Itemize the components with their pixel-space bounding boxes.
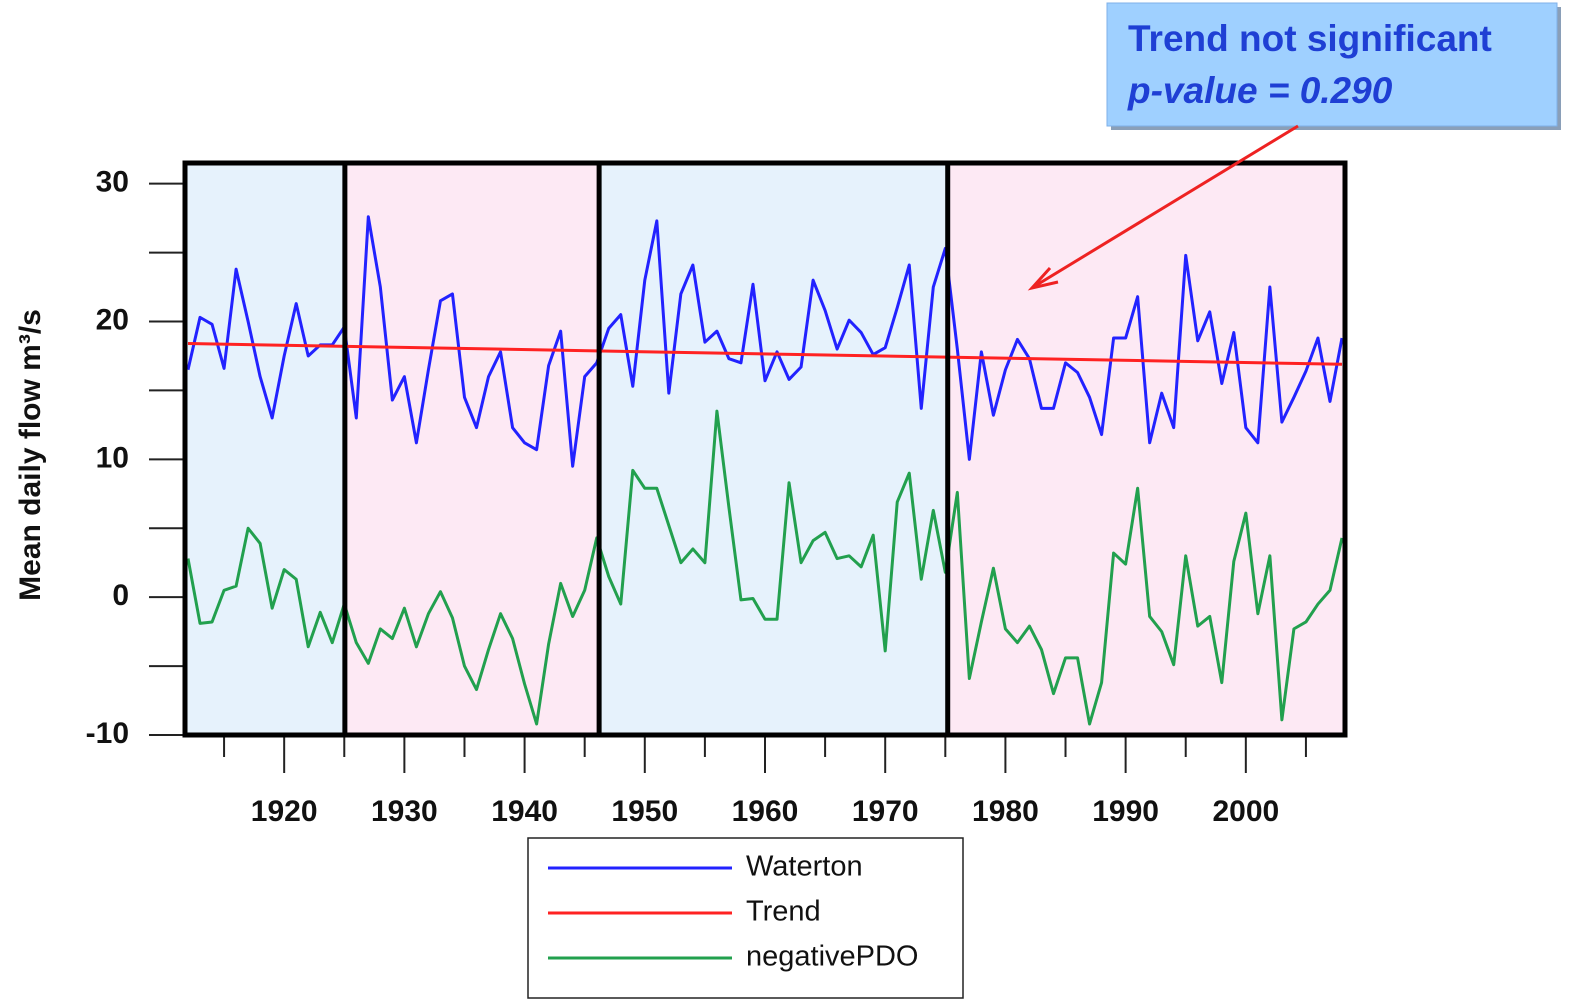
x-tick-label: 1960: [732, 795, 799, 828]
annotation-title: Trend not significant: [1128, 18, 1492, 59]
series-line: [187, 342, 1343, 366]
annotation-subtitle: p-value = 0.290: [1127, 70, 1393, 111]
period-region: [947, 163, 1345, 735]
x-tick-label: 1950: [611, 795, 678, 828]
x-tick-label: 1940: [491, 795, 558, 828]
period-region: [599, 163, 948, 735]
x-tick-label: 2000: [1212, 795, 1279, 828]
x-tick-label: 1980: [972, 795, 1039, 828]
plot-frame: [182, 160, 1348, 738]
legend-label: negativePDO: [746, 941, 919, 973]
series-line: [186, 409, 1344, 726]
annotation-arrowhead: [1027, 266, 1059, 291]
x-tick-label: 1970: [852, 795, 919, 828]
period-region: [344, 163, 600, 735]
legend-label: Waterton: [746, 851, 863, 883]
period-region: [185, 163, 345, 735]
y-tick-label: -10: [86, 717, 129, 750]
legend-box: [527, 837, 964, 999]
x-tick-label: 1920: [251, 795, 318, 828]
y-axis-label: Mean daily flow m³/s: [14, 309, 47, 601]
y-tick-label: 10: [96, 441, 129, 474]
x-tick-label: 1930: [371, 795, 438, 828]
legend-label: Trend: [746, 896, 821, 928]
plot-area: -10 0 10 20 30 1920 1930 1940 1950 1960 1970 1980 19…: [86, 160, 1348, 828]
annotation-box: [1106, 2, 1558, 127]
series-line: [186, 215, 1344, 468]
y-tick-label: 0: [112, 579, 129, 612]
y-tick-label: 30: [96, 166, 129, 199]
annotation-arrow: [1034, 124, 1299, 288]
x-tick-label: 1990: [1092, 795, 1159, 828]
y-tick-label: 20: [96, 303, 129, 336]
